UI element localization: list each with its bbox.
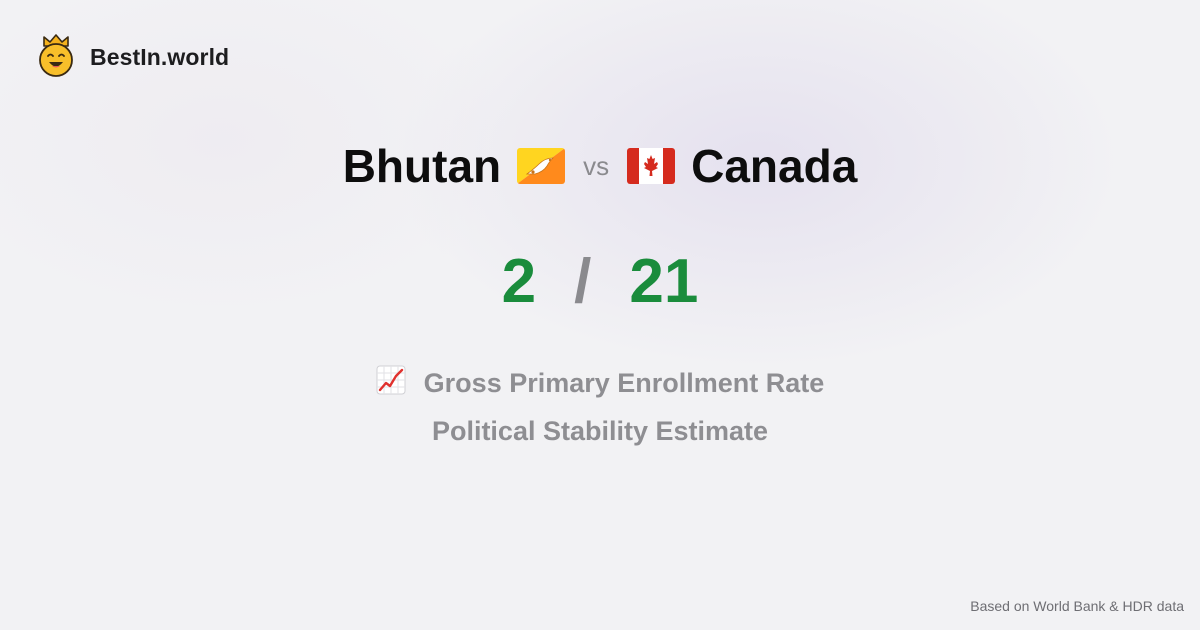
metric-item: Political Stability Estimate <box>0 414 1200 448</box>
metric-item: Gross Primary Enrollment Rate <box>0 365 1200 402</box>
canada-flag-icon <box>627 148 676 184</box>
comparison-title: Bhutan vs Canada <box>0 136 1200 196</box>
source-note: Based on World Bank & HDR data <box>970 598 1184 614</box>
metric-label: Gross Primary Enrollment Rate <box>423 367 825 398</box>
vs-label: vs <box>583 150 610 181</box>
left-country-name: Bhutan <box>342 140 502 192</box>
metric-label: Political Stability Estimate <box>431 415 769 446</box>
brand-name: BestIn.world <box>90 43 230 70</box>
score-separator: / <box>574 246 592 316</box>
score-display: 2 / 21 <box>0 244 1200 318</box>
right-country-name: Canada <box>691 140 858 192</box>
chart-increasing-icon <box>376 365 406 402</box>
left-score: 2 <box>501 246 537 316</box>
bhutan-flag-icon <box>517 148 566 184</box>
right-score: 21 <box>629 246 699 316</box>
crowned-smiley-icon <box>38 33 74 82</box>
brand[interactable]: BestIn.world <box>38 33 230 82</box>
